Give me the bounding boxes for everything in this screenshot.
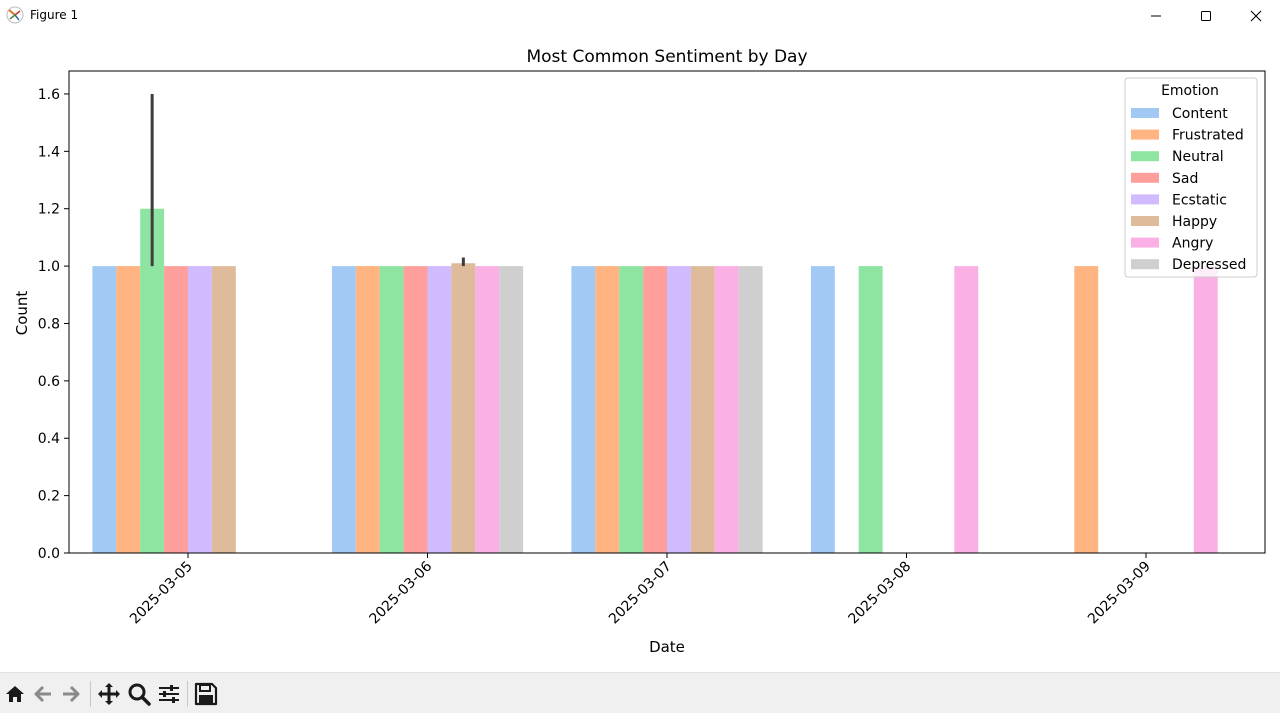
y-tick-label: 1.6 <box>38 87 60 103</box>
bar-angry-2025-03-07 <box>714 266 739 553</box>
toolbar-separator <box>90 681 91 707</box>
save-floppy-icon <box>194 682 218 706</box>
figure-canvas[interactable]: Most Common Sentiment by Day 0.0 0.2 0.4 0.… <box>0 31 1280 671</box>
save-button[interactable] <box>193 681 219 707</box>
forward-arrow-icon <box>63 685 80 703</box>
close-button[interactable] <box>1231 0 1280 31</box>
bar-content-2025-03-08 <box>810 266 835 553</box>
bar-angry-2025-03-08 <box>954 266 979 553</box>
x-tick-label: 2025-03-09 <box>1085 559 1154 628</box>
legend-label-angry: Angry <box>1172 236 1213 252</box>
bar-frustrated-2025-03-05 <box>116 266 141 553</box>
bar-depressed-2025-03-07 <box>738 266 763 553</box>
x-tick-label: 2025-03-06 <box>366 558 435 627</box>
legend-swatch-depressed <box>1131 259 1159 270</box>
chart-svg: Most Common Sentiment by Day 0.00.20.40.… <box>13 47 1266 656</box>
legend-swatch-angry <box>1131 237 1159 248</box>
pan-button[interactable] <box>96 681 122 707</box>
chart-title: Most Common Sentiment by Day <box>526 47 807 67</box>
bar-ecstatic-2025-03-06 <box>427 266 452 553</box>
forward-button[interactable] <box>58 681 84 707</box>
legend-label-ecstatic: Ecstatic <box>1172 192 1227 208</box>
bar-ecstatic-2025-03-05 <box>188 266 212 553</box>
bar-neutral-2025-03-08 <box>858 266 883 553</box>
x-tick-label: 2025-03-07 <box>606 559 675 628</box>
x-axis: 2025-03-05 2025-03-06 2025-03-07 2025-03-08… <box>127 553 1154 627</box>
y-tick-label: 0.6 <box>38 374 60 390</box>
bar-happy-2025-03-07 <box>690 266 715 553</box>
x-axis-label: Date <box>649 638 685 656</box>
y-tick-label: 0.0 <box>38 546 60 562</box>
y-tick-label: 0.4 <box>38 431 60 447</box>
bar-happy-2025-03-06 <box>451 263 476 553</box>
maximize-button[interactable] <box>1181 0 1231 31</box>
bar-frustrated-2025-03-07 <box>595 266 620 553</box>
y-tick-label: 1.0 <box>38 259 60 275</box>
bar-sad-2025-03-07 <box>643 266 667 553</box>
bars-layer <box>92 208 1218 553</box>
minimize-icon <box>1151 15 1161 16</box>
bar-frustrated-2025-03-06 <box>355 266 380 553</box>
home-button[interactable] <box>2 681 28 707</box>
bar-sad-2025-03-06 <box>403 266 428 553</box>
legend-label-depressed: Depressed <box>1172 257 1246 273</box>
legend-box <box>1124 77 1258 278</box>
title-bar: Figure 1 <box>0 0 1280 31</box>
bar-neutral-2025-03-05 <box>140 208 165 553</box>
legend-swatch-content <box>1131 108 1159 118</box>
bar-sad-2025-03-05 <box>164 266 188 553</box>
zoom-magnifier-icon <box>128 683 151 706</box>
minimize-button[interactable] <box>1131 0 1181 31</box>
legend-label-happy: Happy <box>1172 214 1217 230</box>
x-tick-label: 2025-03-08 <box>845 559 914 628</box>
x-tick-label: 2025-03-05 <box>127 559 196 628</box>
zoom-button[interactable] <box>126 681 152 707</box>
legend-swatch-ecstatic <box>1131 194 1159 205</box>
y-axis: 0.0 0.2 0.4 0.6 0.8 1.0 1.2 1.4 1.6 <box>38 87 69 562</box>
bar-depressed-2025-03-06 <box>499 266 524 553</box>
navigation-toolbar <box>0 672 1280 713</box>
configure-subplots-icon <box>159 685 179 703</box>
window-title: Figure 1 <box>30 8 79 22</box>
legend-swatch-neutral <box>1131 151 1159 162</box>
plot-frame <box>68 70 1266 554</box>
maximize-icon <box>1201 10 1211 21</box>
bar-ecstatic-2025-03-07 <box>667 266 691 553</box>
y-tick-label: 1.2 <box>38 202 60 218</box>
legend-swatch-happy <box>1131 216 1159 226</box>
bar-angry-2025-03-09 <box>1193 266 1218 553</box>
matplotlib-app-icon <box>6 6 24 24</box>
y-tick-label: 0.8 <box>38 316 60 332</box>
bar-happy-2025-03-05 <box>211 266 236 553</box>
legend-label-neutral: Neutral <box>1172 149 1224 165</box>
legend-label-sad: Sad <box>1172 171 1198 187</box>
legend-swatch-sad <box>1131 172 1159 183</box>
legend-label-frustrated: Frustrated <box>1172 128 1244 144</box>
bar-frustrated-2025-03-09 <box>1074 266 1099 553</box>
pan-move-icon <box>98 683 120 705</box>
close-icon <box>1250 10 1262 21</box>
legend-title: Emotion <box>1161 83 1219 99</box>
home-icon <box>6 686 24 702</box>
back-arrow-icon <box>34 685 51 703</box>
bar-neutral-2025-03-07 <box>619 266 644 553</box>
bar-neutral-2025-03-06 <box>379 266 404 553</box>
legend: Emotion Content Frustrated Neutral Sad Ecstat… <box>1124 77 1258 278</box>
bar-angry-2025-03-06 <box>475 266 500 553</box>
bar-content-2025-03-05 <box>92 266 117 553</box>
configure-subplots-button[interactable] <box>156 681 182 707</box>
back-button[interactable] <box>30 681 56 707</box>
bar-content-2025-03-07 <box>571 266 596 553</box>
legend-label-content: Content <box>1172 106 1228 122</box>
toolbar-separator <box>187 681 188 707</box>
y-tick-label: 1.4 <box>38 144 60 160</box>
bar-content-2025-03-06 <box>331 266 356 553</box>
y-tick-label: 0.2 <box>38 489 60 505</box>
errorbars-layer <box>150 93 465 267</box>
y-axis-label: Count <box>13 291 31 336</box>
legend-swatch-frustrated <box>1131 129 1159 140</box>
